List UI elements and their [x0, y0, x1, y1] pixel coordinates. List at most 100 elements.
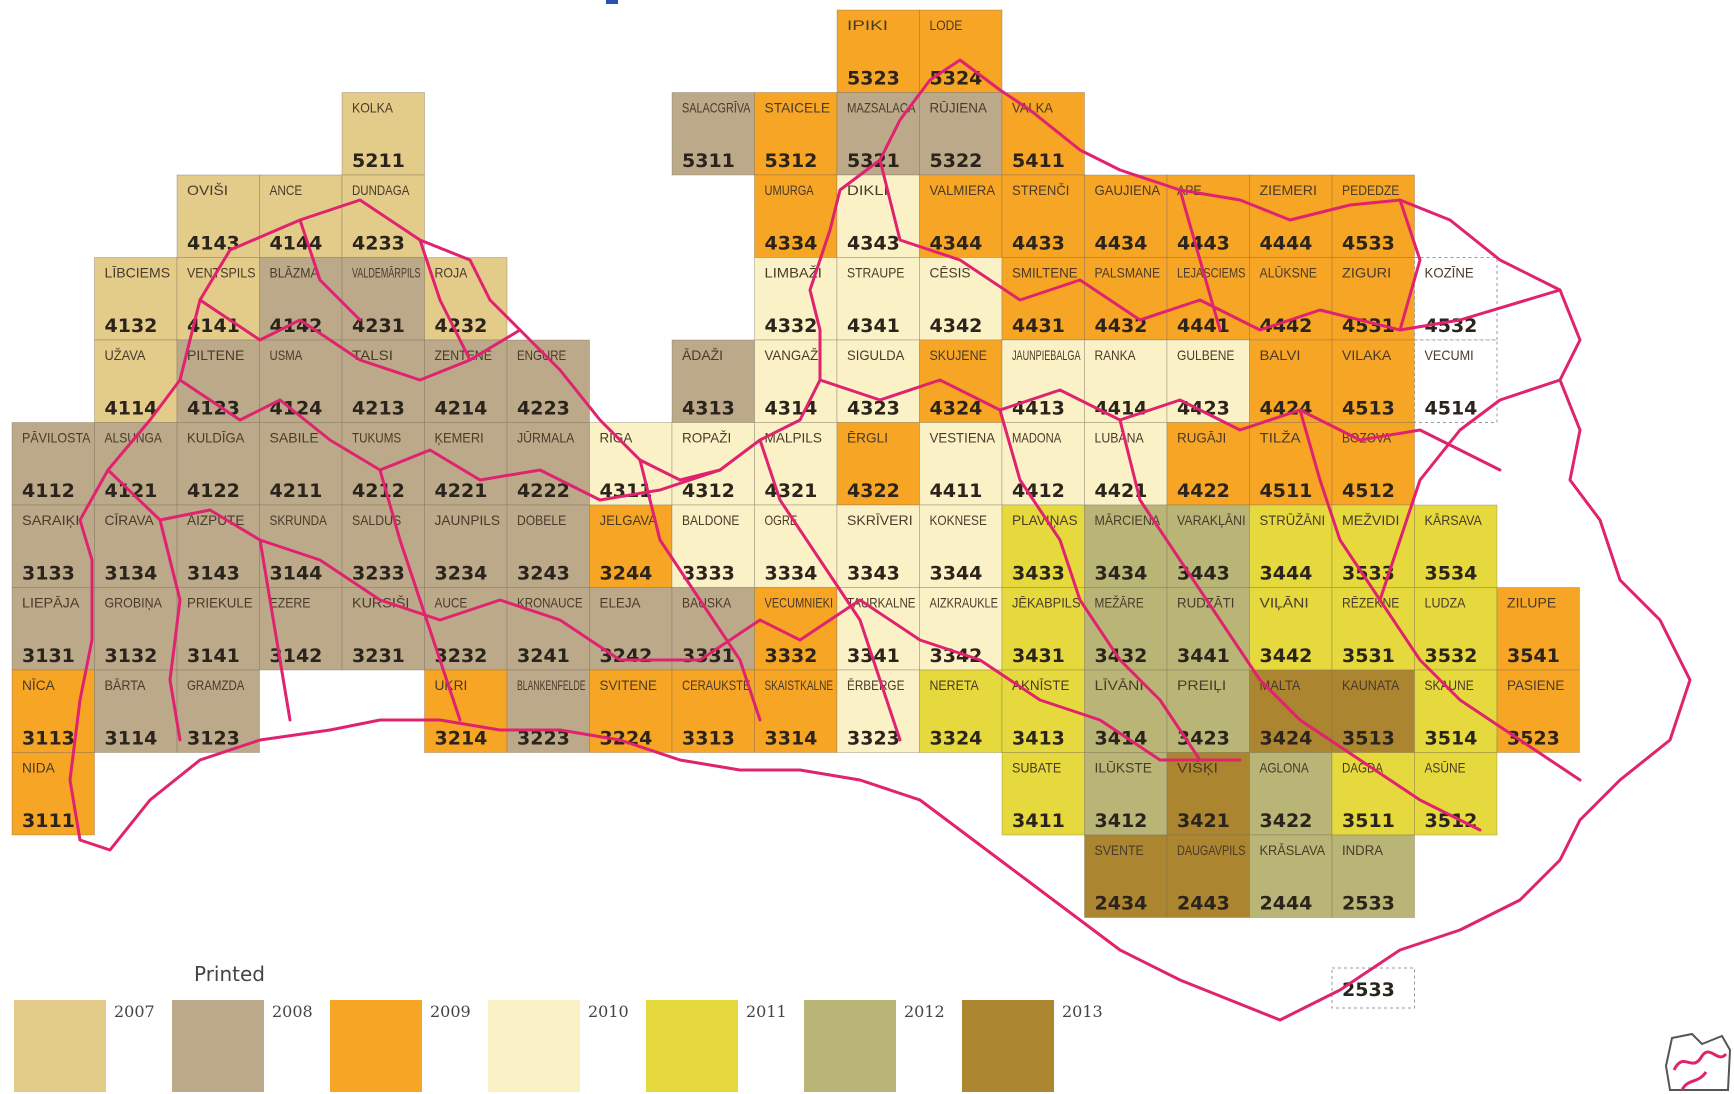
sheet-name: VESTIENA [930, 430, 996, 446]
sheet-tile [1414, 504, 1498, 588]
sheet-name: AUCE [435, 595, 468, 611]
sheet-number: 3531 [1342, 645, 1395, 667]
sheet-name: PREIĻI [1177, 677, 1226, 693]
sheet-number: 5312 [765, 150, 818, 172]
sheet-number: 4512 [1342, 480, 1395, 502]
sheet-name: ZENTENE [435, 347, 492, 363]
sheet-tile [1084, 422, 1168, 506]
sheet-number: 3413 [1012, 728, 1065, 750]
sheet-number: 4444 [1260, 233, 1313, 255]
sheet-number: 4413 [1012, 398, 1065, 420]
sheet-number: 4322 [847, 480, 900, 502]
sheet-name: ĒRBERGE [847, 677, 904, 693]
sheet-number: 4332 [765, 315, 818, 337]
sheet-tile [1249, 174, 1333, 258]
sheet-name: DAUGAVPILS [1177, 842, 1246, 858]
sheet-number: 3142 [270, 645, 323, 667]
legend-year: 2011 [746, 1002, 787, 1021]
sheet-tile [671, 669, 755, 753]
map-sheet: LĪBCIEMS 4132 [94, 257, 178, 341]
sheet-number: 3333 [682, 563, 735, 585]
sheet-number: 4443 [1177, 233, 1230, 255]
map-sheet: KĀRSAVA 3534 [1414, 504, 1498, 588]
sheet-number: 3532 [1425, 645, 1478, 667]
sheet-tile [1166, 422, 1250, 506]
map-sheet: GRAMZDA 3123 [176, 669, 260, 753]
sheet-number: 3241 [517, 645, 570, 667]
sheet-tile [1249, 257, 1333, 341]
sheet-number: 4222 [517, 480, 570, 502]
map-sheet: BALDONE 3333 [671, 504, 755, 588]
sheet-tile [1249, 422, 1333, 506]
sheet-name: LUDZA [1425, 595, 1467, 611]
sheet-name: LEJASCIEMS [1177, 265, 1246, 281]
sheet-name: ENGURE [517, 347, 566, 363]
sheet-number: 3432 [1095, 645, 1148, 667]
map-sheet: SKRĪVERI 3343 [836, 504, 920, 588]
map-sheet: UKRI 3214 [424, 669, 508, 753]
sheet-number: 5321 [847, 150, 900, 172]
sheet-name: AIZPUTE [187, 512, 244, 528]
map-sheet: ILŪKSTE 3412 [1084, 752, 1168, 836]
sheet-tile [1414, 752, 1498, 836]
sheet-number: 4313 [682, 398, 735, 420]
map-sheet: VALMIERA 4344 [919, 174, 1003, 258]
sheet-name: DUNDAGA [352, 182, 410, 198]
sheet-number: 4123 [187, 398, 240, 420]
sheet-number: 3111 [22, 810, 75, 832]
map-sheet: SALDUS 3233 [341, 504, 425, 588]
map-sheet: VECUMNIEKI 3332 [754, 587, 838, 671]
sheet-name: GAUJIENA [1095, 182, 1161, 198]
sheet-name: ZIGURI [1342, 265, 1391, 281]
sheet-number: 4223 [517, 398, 570, 420]
map-sheet: SUBATE 3411 [1001, 752, 1085, 836]
sheet-name: PILTENE [187, 347, 244, 363]
sheet-number: 3114 [105, 728, 158, 750]
sheet-tile [1084, 834, 1168, 918]
sheet-name: GROBIŅA [105, 595, 163, 611]
sheet-number: 3224 [600, 728, 653, 750]
map-sheet: DIKLI 4343 [836, 174, 920, 258]
sheet-name: ROJA [435, 265, 468, 281]
map-sheet: SVITENE 3224 [589, 669, 673, 753]
map-sheet: ANCE 4144 [259, 174, 343, 258]
map-sheet: SABILE 4211 [259, 422, 343, 506]
sheet-name: SABILE [270, 430, 319, 446]
sheet-name: TALSI [352, 347, 393, 363]
sheet-number: 4143 [187, 233, 240, 255]
sheet-name: PĀVILOSTA [22, 430, 91, 446]
map-sheet: ĒRBERGE 3323 [836, 669, 920, 753]
map-sheet: IPIKI 5323 [836, 9, 920, 93]
sheet-number: 4132 [105, 315, 158, 337]
sheet-name: PLAVIŅAS [1012, 512, 1078, 528]
map-sheet: PALSMANE 4432 [1084, 257, 1168, 341]
map-sheet: PASIENE 3523 [1496, 669, 1580, 753]
map-sheet: ASŪNE 3512 [1414, 752, 1498, 836]
sheet-tile [671, 422, 755, 506]
sheet-name: NĪCA [22, 677, 55, 693]
sheet-name: RĒZEKNE [1342, 595, 1399, 611]
map-sheet: SALACGRĪVA 5311 [671, 92, 755, 176]
sheet-name: ĒRGLI [847, 430, 888, 446]
map-sheet: UŽAVA 4114 [94, 339, 178, 423]
sheet-name: KULDĪGA [187, 430, 245, 446]
sheet-name: CERAUKSTE [682, 677, 751, 693]
map-sheet: PILTENE 4123 [176, 339, 260, 423]
map-sheet: UMURGA 4334 [754, 174, 838, 258]
sheet-tile [754, 257, 838, 341]
sheet-name: SIGULDA [847, 347, 905, 363]
sheet-number: 2443 [1177, 893, 1230, 915]
sheet-number: 3431 [1012, 645, 1065, 667]
legend-swatch [804, 1000, 896, 1092]
sheet-tile [1249, 834, 1333, 918]
sheet-number: 4532 [1425, 315, 1478, 337]
sheet-name: VECUMI [1425, 347, 1474, 363]
sheet-name: STAICELE [765, 100, 831, 116]
map-sheet: VESTIENA 4411 [919, 422, 1003, 506]
sheet-number: 3411 [1012, 810, 1065, 832]
sheet-number: 4214 [435, 398, 488, 420]
sheet-number: 3334 [765, 563, 818, 585]
sheet-number: 3514 [1425, 728, 1478, 750]
sheet-name: LODE [930, 17, 963, 33]
map-sheet: KRONAUCE 3241 [506, 587, 590, 671]
